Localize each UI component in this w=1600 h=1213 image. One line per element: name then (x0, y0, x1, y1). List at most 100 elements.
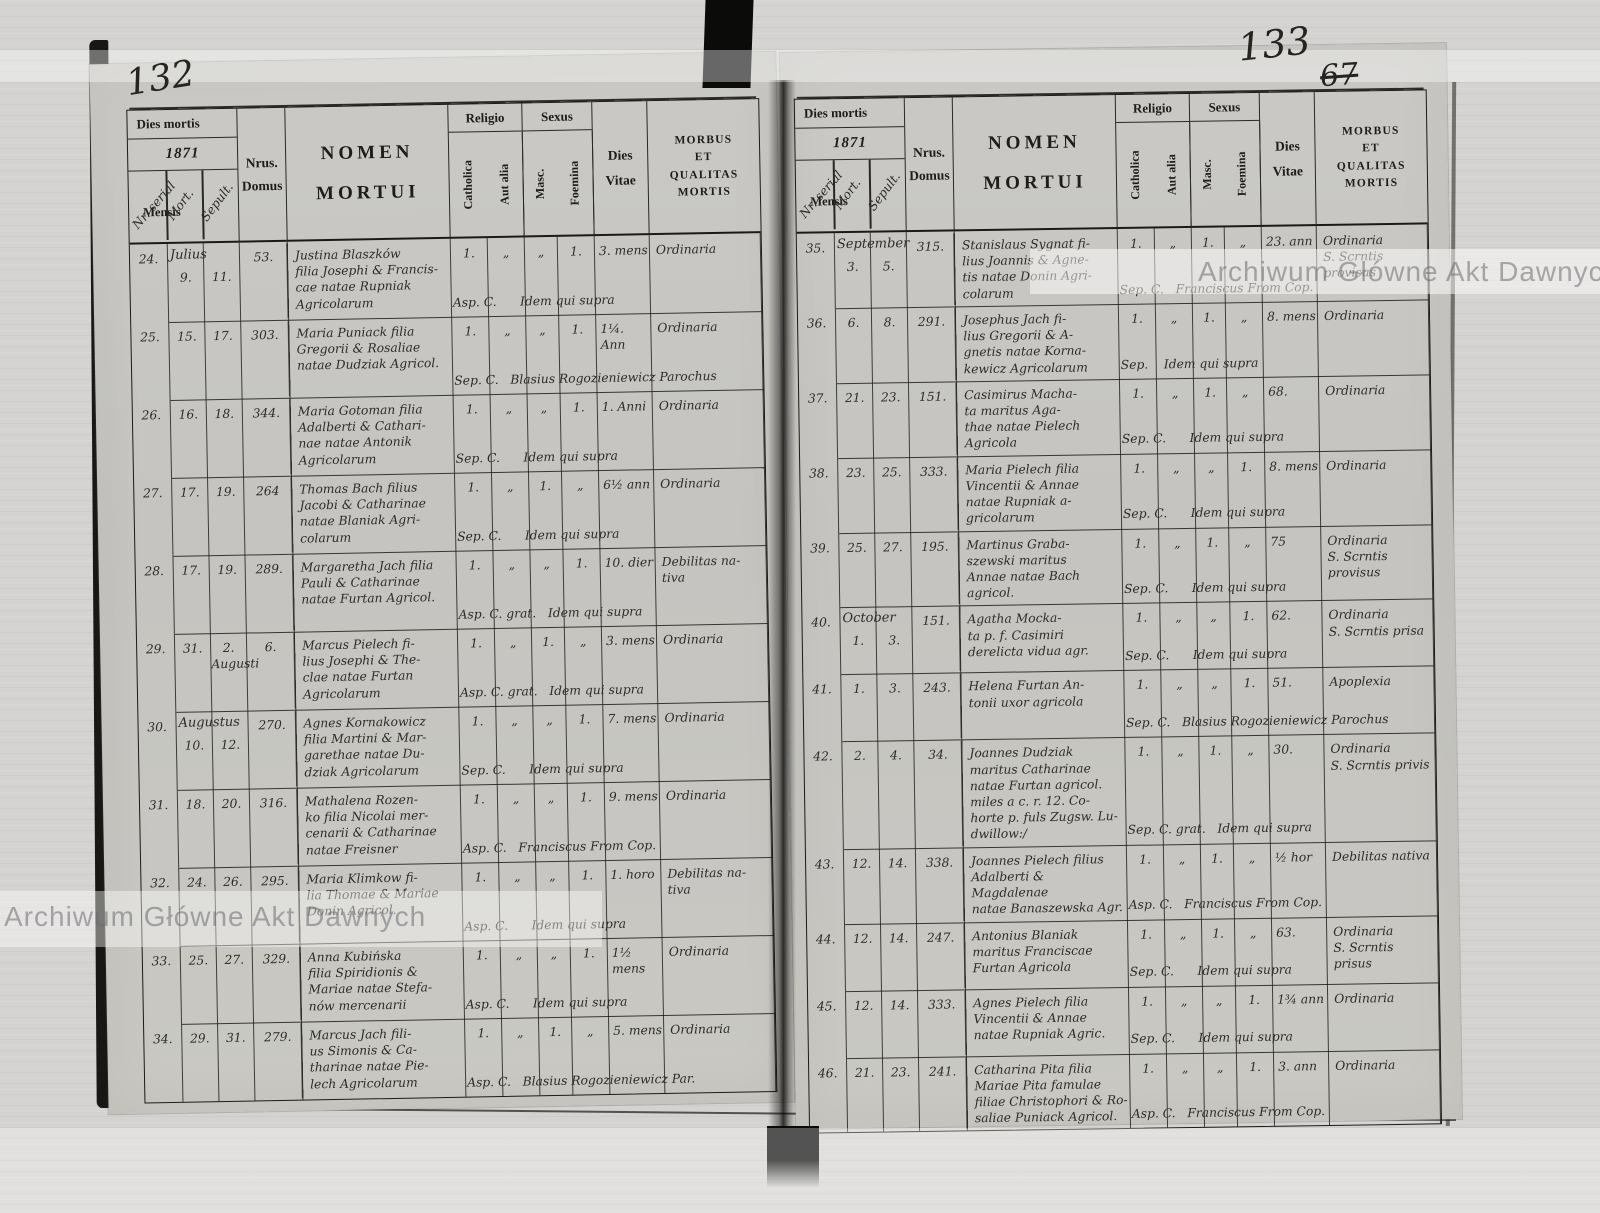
cell-mort: 2. (842, 740, 880, 849)
cell-nr: 27. (134, 477, 174, 557)
cell-mort: 24. (179, 867, 217, 946)
cell-mort: 12. (844, 923, 882, 991)
month-label: October (842, 610, 896, 627)
register-row: 36. 6. 8. 291. Josephus Jach fi- lius Gregor… (797, 299, 1430, 384)
cell-domus: 243. (913, 672, 963, 741)
cell-nomen: Maria Pielech filia Vincentii & Annae na… (958, 453, 1123, 531)
register-row: 34. 29. 31. 279. Marcus Jach fili- us Simoni… (144, 1012, 777, 1103)
column-header-nrus-domus: Nrus. Domus (237, 107, 288, 242)
dies-mortis-label: Dies mortis (794, 98, 905, 129)
religio-label: Religio (448, 103, 522, 133)
register-row: September 35. 3. 5. 315. Stanislaus Sygnat fi… (796, 224, 1429, 309)
cell-sepult: 19. (208, 476, 246, 556)
cell-nomen: Maria Klimkow fi- lia Thomae & Mariae Do… (299, 862, 464, 944)
cell-nr: 42. (804, 741, 844, 850)
cell-nr: 43. (805, 848, 845, 925)
cell-nr: 34. (144, 1023, 184, 1103)
column-header-dies-vitae: Dies Vitae (592, 101, 650, 236)
cell-nr: 46. (808, 1057, 849, 1134)
column-header-religio: Religio Catholica Aut alia (1115, 93, 1192, 229)
cell-nr: 36. (797, 308, 837, 384)
aut-alia-label: Aut alia (1153, 121, 1192, 228)
column-header-sexus: Sexus Masc. Foemina (522, 102, 595, 237)
year-label: 1871 (127, 137, 238, 172)
cell-domus: 291. (907, 306, 957, 382)
sexus-label: Sexus (1189, 92, 1260, 122)
cell-domus: 264 (244, 475, 294, 555)
folio-number-struck: 67 (1318, 56, 1360, 95)
cell-nr: 29. (136, 633, 177, 713)
cell-sepult: 26. (215, 866, 253, 946)
cell-domus: 151. (908, 381, 959, 457)
cell-nr: 38. (800, 457, 840, 534)
column-header-nomen-mortui: NOMEN MORTUI (952, 95, 1118, 231)
spine-tab-bottom (767, 1126, 819, 1188)
cell-nomen: Stanislaus Sygnat fi- lius Joannis & Agn… (954, 229, 1119, 307)
cell-nomen: Marcus Jach fili- us Simonis & Ca- thari… (302, 1018, 467, 1100)
cell-sepult: 19. (209, 554, 247, 634)
register-row: Augustus 30. 10. 12. 270. Agnes Kornakowicz f… (138, 701, 771, 791)
register-table-left: Dies mortis 1871 Nr. serial Mensis Mort.… (126, 98, 778, 1104)
cell-nr: 30. (138, 711, 178, 791)
register-row: 39. 25. 27. 195. Martinus Graba- szewski mar… (801, 523, 1434, 609)
cell-nomen: Maria Puniack filia Gregorii & Rosaliae … (289, 316, 454, 398)
cell-mort: 18. (177, 789, 216, 868)
dies-mortis-label: Dies mortis (127, 108, 237, 140)
register-row: 28. 17. 19. 289. Margaretha Jach filia Pauli… (135, 545, 768, 635)
cell-nr: 41. (803, 674, 843, 743)
cell-sepult: 3. (877, 673, 915, 741)
cell-domus: 344. (242, 397, 293, 477)
cell-sepult: 14. (880, 922, 918, 991)
cell-nomen: Marcus Pielech fi- lius Josephi & The- c… (294, 628, 460, 710)
column-header-morbus: MORBUS ET QUALITAS MORTIS (1336, 124, 1406, 190)
cell-domus: 329. (252, 943, 303, 1023)
book-spine-shadow (768, 80, 796, 1126)
cell-domus: 34. (914, 739, 964, 848)
month-label: September (836, 236, 910, 253)
column-header-nomen-mortui: NOMEN MORTUI (285, 104, 451, 241)
cell-nomen: Joannes Dudziak maritus Catharinae natae… (962, 737, 1127, 848)
cell-sepult: 23. (882, 1056, 921, 1133)
table-header-left: Dies mortis 1871 Nr. serial Mensis Mort.… (127, 99, 761, 245)
register-row: 43. 12. 14. 338. Joannes Pielech filius Adal… (805, 840, 1438, 925)
register-row: 44. 12. 14. 247. Antonius Blaniak maritus Fr… (806, 914, 1439, 992)
cell-mort: 31. (174, 633, 213, 712)
spine-tab-top (702, 0, 754, 88)
cell-mort: 12. (843, 848, 881, 924)
cell-sepult: 31. (218, 1022, 256, 1102)
cell-mort: 25. (839, 532, 877, 608)
cell-sepult: 14. (879, 847, 917, 924)
column-header-dies-mortis: Dies mortis 1871 Nr. serial Mensis Mort.… (127, 108, 240, 244)
cell-nomen: Casimirus Macha- ta maritus Aga- thae na… (956, 378, 1122, 457)
cell-domus: 333. (917, 988, 967, 1057)
register-rows-left: Julius 24. 9. 11. 53. Justina Blaszków filia … (129, 233, 777, 1103)
cell-mort: 23. (838, 457, 876, 533)
cell-nr: 40. (802, 607, 842, 676)
cell-sepult: 17. (205, 320, 243, 400)
cell-domus: 6. (246, 631, 297, 711)
cell-mort: 15. (169, 321, 207, 400)
register-page-left: Dies mortis 1871 Nr. serial Mensis Mort.… (89, 51, 795, 1115)
cell-mort: 1. (841, 674, 879, 742)
cell-nomen: Antonius Blaniak maritus Franciscae Furt… (964, 919, 1129, 989)
cell-nomen: Maria Gotoman filia Adalberti & Cathari-… (290, 394, 455, 476)
register-row: 45. 12. 14. 333. Agnes Pielech filia Vincent… (807, 981, 1440, 1059)
cell-nr: 39. (801, 532, 841, 609)
cell-domus: 247. (916, 921, 966, 990)
register-row: 29. 31. 2. Augusti 6. Marcus Pielech fi- liu… (136, 623, 770, 713)
folio-number-right: 133 (1235, 18, 1313, 70)
cell-nomen: Agnes Pielech filia Vincentii & Annae na… (965, 986, 1130, 1056)
cell-mort: 17. (172, 477, 210, 556)
cell-nomen: Helena Furtan An- tonii uxor agricola (961, 670, 1126, 740)
catholica-label: Catholica (1127, 150, 1143, 201)
column-header-religio: Religio Catholica Aut alia (448, 103, 525, 238)
register-row: 26. 16. 18. 344. Maria Gotoman filia Adalber… (132, 389, 765, 479)
cell-nomen: Mathalena Rozen- ko filia Nicolai mer- c… (297, 784, 463, 866)
cell-sepult: 25. (874, 456, 912, 533)
cell-sepult: 4. (878, 740, 916, 849)
register-row: 27. 17. 19. 264 Thomas Bach filius Jacobi & … (134, 467, 767, 557)
cell-nr: 25. (131, 321, 171, 401)
year-label: 1871 (795, 127, 905, 161)
cell-mort: 12. (845, 990, 883, 1058)
cell-nomen: Thomas Bach filius Jacobi & Catharinae n… (292, 472, 457, 554)
